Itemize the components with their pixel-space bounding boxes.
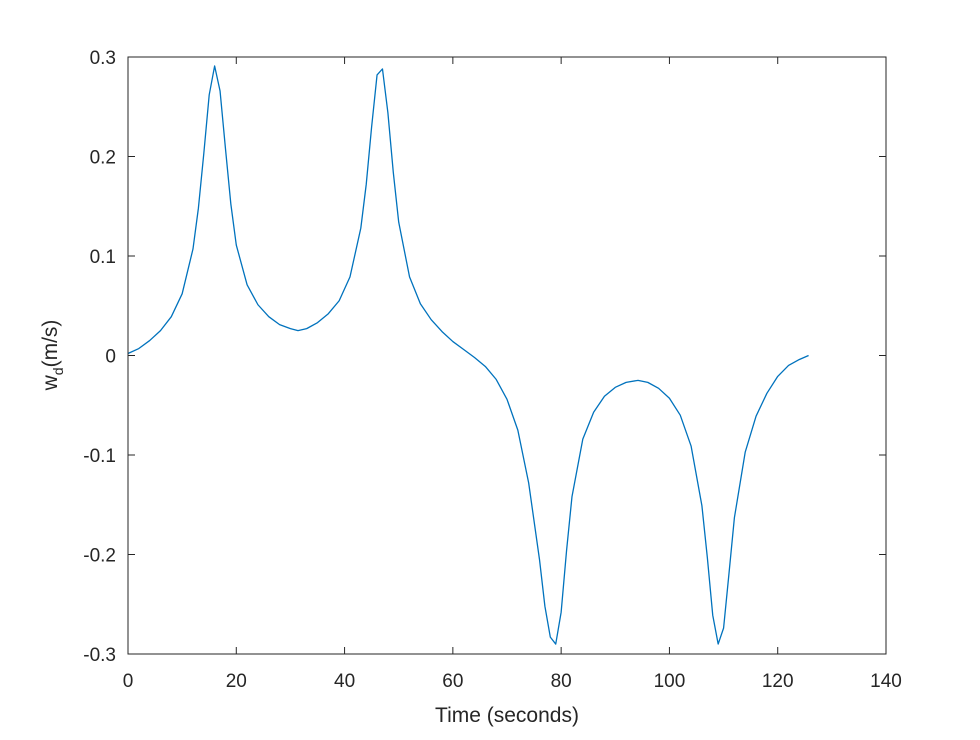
y-axis-label-base: w [39,374,62,391]
x-axis-label: Time (seconds) [435,704,579,727]
y-tick-label: 0.1 [90,247,116,268]
x-tick-label: 60 [442,671,463,692]
x-tick-label: 0 [123,671,134,692]
x-tick-label: 100 [654,671,686,692]
x-tick-label: 20 [226,671,247,692]
series-line-1 [127,65,809,645]
y-tick-label: 0 [105,347,116,368]
y-tick-label: 0.2 [90,148,116,169]
x-tick-label: 120 [762,671,794,692]
plot-layer [127,65,809,645]
y-tick-label: -0.3 [83,645,116,666]
y-axis-label: wd(m/s) [39,320,66,392]
y-tick-label: -0.2 [83,546,116,567]
y-tick-label: -0.1 [83,446,116,467]
axes-layer: 0 20 40 60 80 100 120 140 -0.3 -0.2 -0.1 0 0.1 0.2 0.3 [83,48,902,692]
x-tick-label: 40 [334,671,355,692]
x-tick-label: 140 [870,671,902,692]
y-tick-label: 0.3 [90,48,116,69]
x-tick-label: 80 [551,671,572,692]
y-axis-label-subscript: d [50,367,66,375]
y-axis-label-unit: (m/s) [39,320,62,368]
